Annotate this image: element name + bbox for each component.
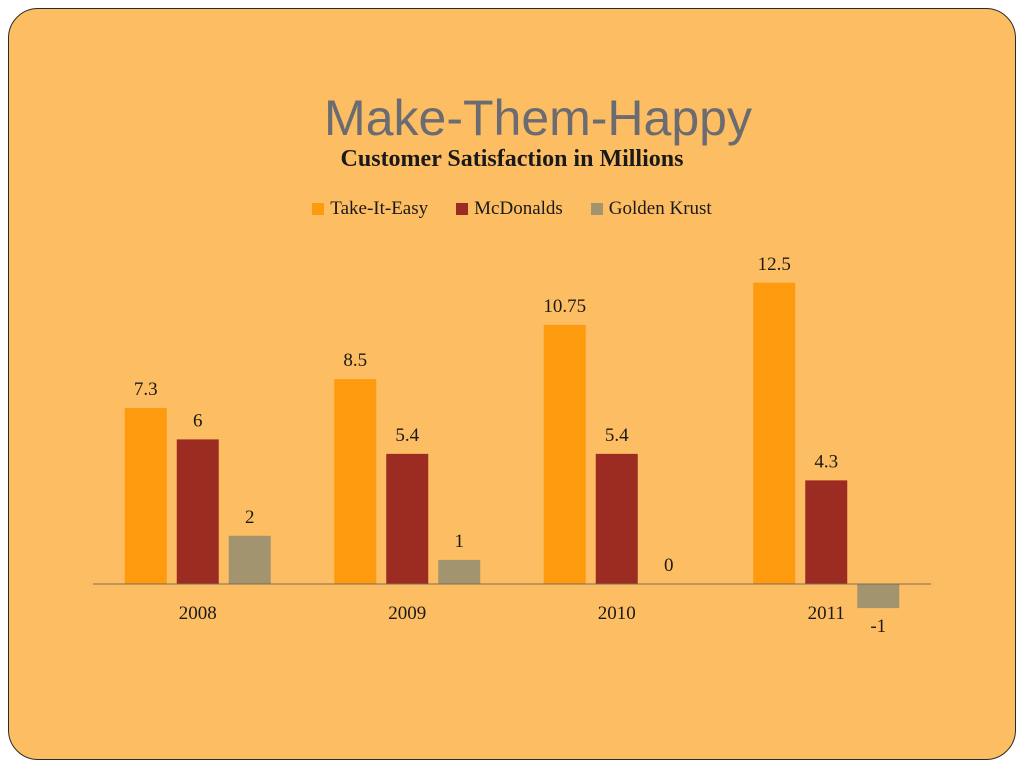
legend-item-mcdonalds: McDonalds (456, 198, 563, 220)
x-tick-label-2010: 2010 (598, 603, 636, 624)
slide-title: Make-Them-Happy (324, 90, 752, 146)
data-label-take-it-easy-2009: 8.5 (343, 350, 367, 371)
legend-swatch-mcdonalds (456, 203, 469, 215)
x-tick-label-2008: 2008 (179, 603, 217, 624)
bar-mcdonalds-2009 (386, 453, 429, 584)
chart-legend: Take-It-Easy McDonalds Golden Krust (0, 198, 1024, 220)
legend-label-golden-krust: Golden Krust (608, 198, 712, 219)
data-label-golden-krust-2009: 1 (455, 531, 465, 552)
legend-item-golden-krust: Golden Krust (590, 198, 712, 220)
legend-swatch-take-it-easy (312, 203, 325, 215)
legend-label-take-it-easy: Take-It-Easy (330, 198, 429, 219)
data-label-mcdonalds-2010: 5.4 (605, 425, 629, 446)
bar-golden-krust-2011 (857, 584, 900, 609)
bar-mcdonalds-2011 (805, 480, 848, 584)
legend-item-take-it-easy: Take-It-Easy (312, 198, 428, 220)
chart-title: Customer Satisfaction in Millions (340, 146, 684, 172)
bar-take-it-easy-2010 (543, 324, 586, 584)
data-label-golden-krust-2010: 0 (664, 555, 674, 576)
bar-take-it-easy-2011 (753, 282, 796, 584)
bar-mcdonalds-2010 (595, 453, 638, 584)
data-label-mcdonalds-2009: 5.4 (395, 425, 419, 446)
data-label-take-it-easy-2011: 12.5 (758, 254, 791, 275)
data-label-take-it-easy-2010: 10.75 (543, 296, 586, 317)
bar-take-it-easy-2009 (334, 379, 377, 584)
legend-swatch-golden-krust (590, 203, 603, 215)
x-tick-label-2009: 2009 (388, 603, 426, 624)
bar-take-it-easy-2008 (124, 408, 167, 584)
data-label-mcdonalds-2011: 4.3 (814, 451, 838, 472)
data-label-golden-krust-2011: -1 (870, 616, 886, 637)
x-tick-label-2011: 2011 (808, 603, 845, 624)
slide-background (8, 8, 1016, 760)
data-label-mcdonalds-2008: 6 (193, 410, 203, 431)
data-label-take-it-easy-2008: 7.3 (134, 379, 158, 400)
legend-label-mcdonalds: McDonalds (474, 198, 563, 219)
data-label-golden-krust-2008: 2 (245, 507, 255, 528)
bar-mcdonalds-2008 (176, 439, 219, 584)
bar-golden-krust-2009 (438, 559, 481, 584)
bar-golden-krust-2008 (228, 535, 271, 584)
